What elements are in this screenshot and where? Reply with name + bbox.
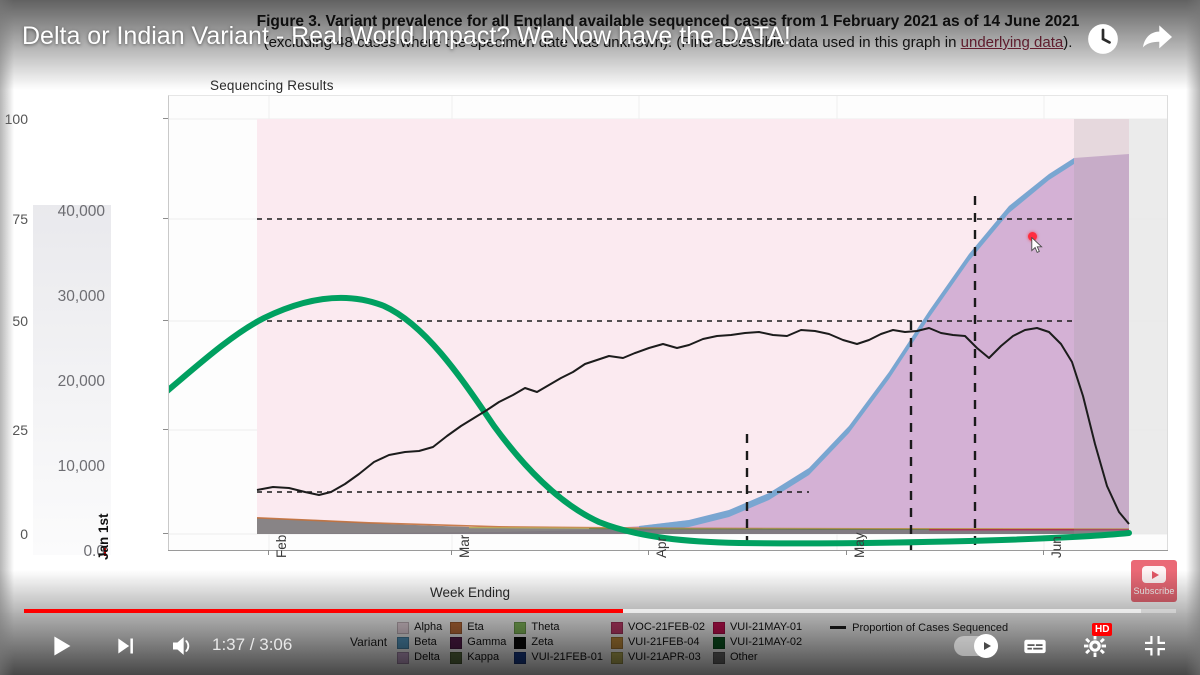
plot-right-pad (1129, 119, 1167, 534)
video-title[interactable]: Delta or Indian Variant - Real World Imp… (22, 22, 791, 50)
autoplay-toggle[interactable] (948, 629, 1004, 663)
underlying-data-link[interactable]: underlying data (960, 34, 1064, 51)
share-icon[interactable] (1140, 22, 1174, 56)
delta-area (257, 154, 1129, 534)
captions-icon (1024, 639, 1046, 654)
cases-line (169, 294, 1132, 547)
youtube-play-icon (1142, 566, 1166, 583)
player-controls: 1:37 / 3:06 (0, 617, 1200, 675)
x-axis-title: Week Ending (430, 585, 511, 600)
gear-icon (1083, 634, 1107, 658)
next-video-button[interactable] (106, 627, 144, 665)
chart-plot-area (168, 95, 1168, 550)
next-icon (118, 638, 133, 654)
cases-axis-tick-10000: 10,000 (57, 458, 105, 475)
progress-bar[interactable] (24, 609, 1176, 613)
progress-played (24, 609, 624, 613)
exit-fullscreen-button[interactable] (1136, 627, 1174, 665)
jan-1st-tick (104, 548, 106, 556)
vui21may01-band (929, 529, 1129, 531)
chart-title: Sequencing Results (210, 78, 334, 93)
x-tick-apr: Apr (654, 536, 669, 558)
y-tick-50: 50 (12, 313, 28, 329)
watch-later-icon[interactable] (1086, 22, 1120, 56)
time-display: 1:37 / 3:06 (212, 635, 293, 654)
cases-axis: 40,000 30,000 20,000 10,000 0.0 (33, 203, 111, 560)
eta-band (257, 517, 1129, 530)
x-tick-may: May (852, 532, 867, 558)
subscribe-watermark-button[interactable]: Subscribe (1131, 560, 1177, 602)
chart-svg (169, 96, 1167, 550)
captions-button[interactable] (1016, 627, 1054, 665)
y-tick-100: 100 (4, 111, 28, 127)
x-tick-feb: Feb (274, 534, 289, 558)
y-tick-75: 75 (12, 211, 28, 227)
reference-lines-horizontal (257, 218, 1074, 493)
volume-button[interactable] (162, 627, 200, 665)
cases-axis-tick-20000: 20,000 (57, 373, 105, 390)
hd-badge: HD (1092, 623, 1113, 636)
subscribe-watermark-label: Subscribe (1133, 586, 1175, 596)
incomplete-weeks-shading (1074, 119, 1129, 534)
autoplay-knob (974, 634, 998, 658)
figure-caption-line2-post: ). (1063, 34, 1073, 51)
autoplay-track (954, 634, 998, 658)
y-tick-25: 25 (12, 422, 28, 438)
red-marker-dot (1028, 232, 1037, 241)
exit-fullscreen-icon (1145, 636, 1165, 656)
jan-1st-label: Jan 1st (96, 513, 111, 560)
play-icon (54, 636, 71, 656)
cases-axis-tick-30000: 30,000 (57, 288, 105, 305)
x-axis-line (168, 550, 1168, 551)
settings-button[interactable] (1076, 627, 1114, 665)
x-tick-mar: Mar (457, 534, 472, 558)
proportion-sequenced-line (256, 327, 1130, 525)
mouse-cursor-icon (1031, 237, 1043, 254)
y-tick-0: 0 (20, 526, 28, 542)
x-tick-jun: Jun (1049, 536, 1064, 558)
volume-icon (173, 637, 190, 655)
cases-axis-tick-0: 0.0 (83, 543, 105, 560)
play-button[interactable] (42, 627, 80, 665)
cases-axis-tick-40000: 40,000 (57, 203, 105, 220)
